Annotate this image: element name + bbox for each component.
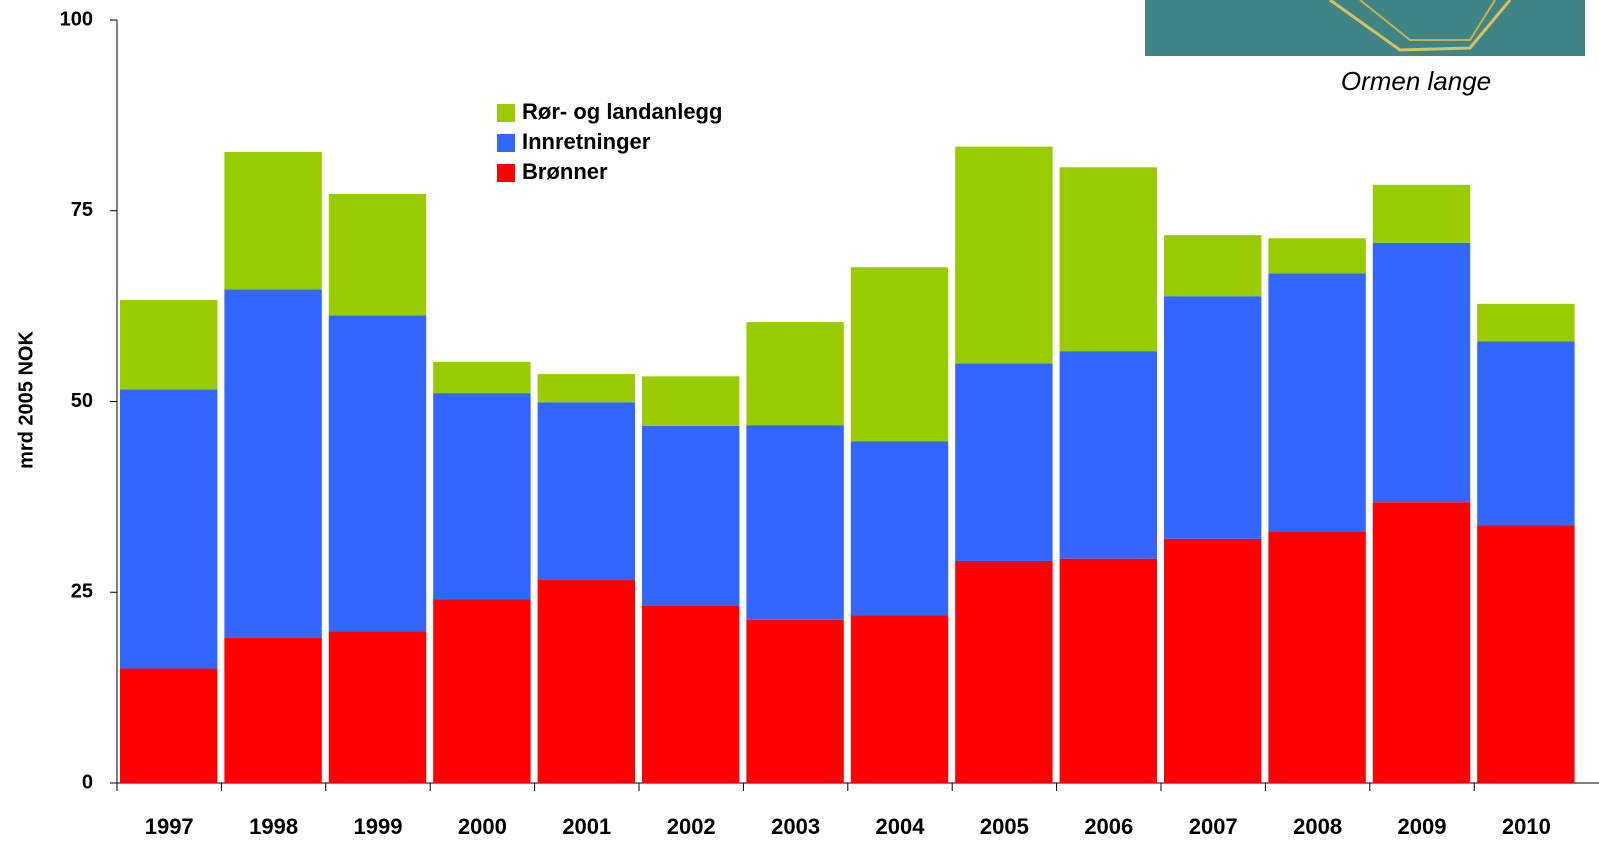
x-tick-label: 1999: [354, 814, 403, 839]
x-tick-label: 2004: [876, 814, 926, 839]
bar-segment: [1268, 273, 1365, 531]
bar-segment: [746, 620, 843, 783]
bar-segment: [1373, 185, 1470, 243]
x-tick-label: 2001: [562, 814, 611, 839]
bar-segment: [642, 606, 739, 783]
bar-segment: [120, 389, 217, 668]
bar-segment: [120, 669, 217, 783]
bar-segment: [955, 561, 1052, 783]
legend-label: Innretninger: [522, 129, 651, 154]
bar-segment: [851, 267, 948, 441]
bar-segment: [1477, 304, 1574, 341]
bar-segment: [1268, 238, 1365, 273]
bar-segment: [1060, 351, 1157, 559]
bar-segment: [642, 426, 739, 606]
bar-segment: [746, 322, 843, 425]
legend-label: Brønner: [522, 159, 608, 184]
legend-swatch: [497, 134, 515, 152]
bar-segment: [1060, 559, 1157, 783]
y-tick-label: 0: [82, 771, 93, 793]
bar-segment: [1164, 235, 1261, 296]
bar-segment: [329, 315, 426, 631]
bar-segment: [851, 441, 948, 615]
bar-segment: [538, 580, 635, 783]
bar-segment: [433, 599, 530, 783]
bar-segment: [224, 152, 321, 289]
bar-segment: [433, 362, 530, 393]
bar-segment: [1373, 502, 1470, 783]
bar-segment: [538, 374, 635, 402]
y-tick-label: 75: [71, 199, 93, 221]
x-tick-label: 2010: [1502, 814, 1551, 839]
image-caption: Ormen lange: [1341, 66, 1491, 96]
x-tick-label: 2006: [1084, 814, 1133, 839]
x-tick-label: 1997: [145, 814, 194, 839]
y-tick-label: 50: [71, 390, 93, 412]
bar-segment: [955, 147, 1052, 364]
bar-segment: [120, 300, 217, 389]
x-tick-label: 2002: [667, 814, 716, 839]
bar-segment: [433, 393, 530, 599]
bar-segment: [329, 631, 426, 783]
bar-segment: [1373, 243, 1470, 502]
bar-segment: [1268, 531, 1365, 783]
x-tick-label: 2000: [458, 814, 507, 839]
x-tick-label: 2003: [771, 814, 820, 839]
bar-segment: [224, 289, 321, 638]
bar-segment: [1477, 341, 1574, 525]
bar-segment: [642, 376, 739, 426]
legend-swatch: [497, 104, 515, 122]
bar-segment: [1060, 167, 1157, 351]
bar-segment: [1477, 525, 1574, 783]
x-tick-label: 1998: [249, 814, 298, 839]
bar-segment: [955, 363, 1052, 561]
y-axis-title: mrd 2005 NOK: [15, 331, 37, 469]
bar-segment: [851, 615, 948, 783]
x-tick-label: 2009: [1398, 814, 1447, 839]
photo: [1145, 0, 1585, 56]
bar-segment: [1164, 296, 1261, 539]
bar-segment: [746, 425, 843, 620]
bar-segment: [1164, 539, 1261, 783]
legend-swatch: [497, 164, 515, 182]
bar-segment: [329, 194, 426, 315]
chart: Ormen lange mrd 2005 NOK 0 25 50 75 100 1997 1…: [0, 0, 1599, 859]
y-tick-label: 100: [60, 8, 93, 30]
bar-segment: [224, 638, 321, 783]
x-tick-label: 2007: [1189, 814, 1238, 839]
y-tick-label: 25: [71, 581, 93, 603]
x-tick-label: 2008: [1293, 814, 1342, 839]
bar-segment: [538, 402, 635, 580]
legend-label: Rør- og landanlegg: [522, 99, 722, 124]
x-tick-label: 2005: [980, 814, 1029, 839]
